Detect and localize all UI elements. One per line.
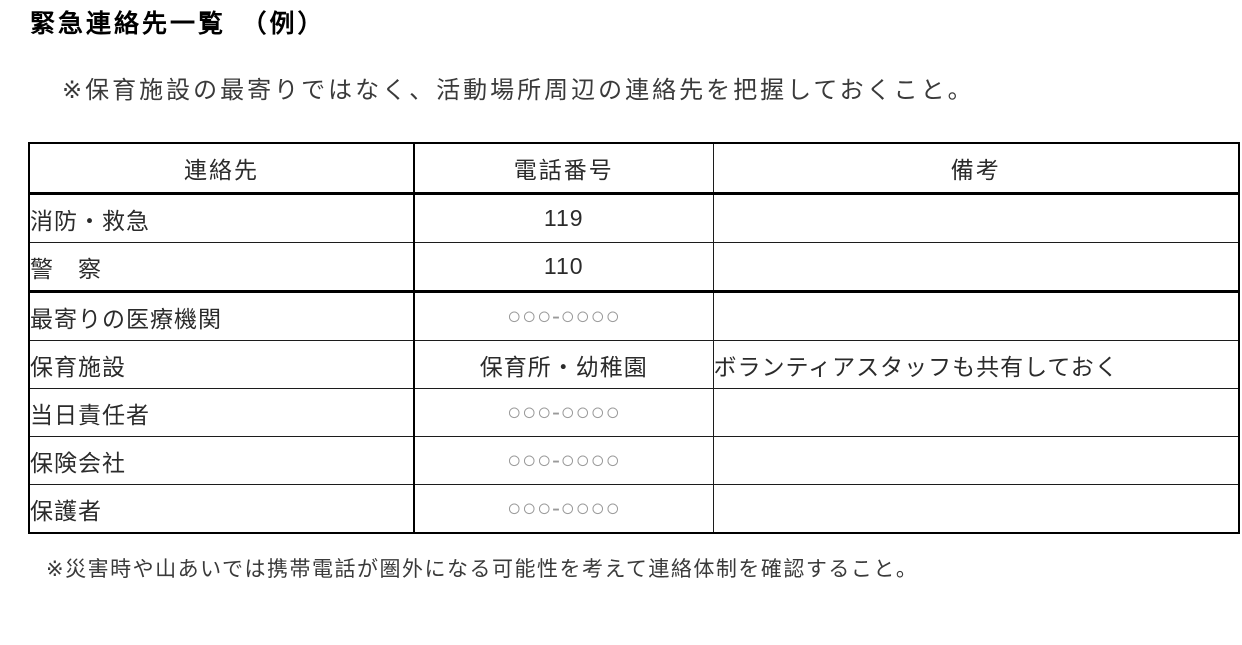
remarks-cell: ボランティアスタッフも共有しておく xyxy=(712,340,1240,389)
phone-cell: 119 xyxy=(413,193,714,243)
column-header-phone: 電話番号 xyxy=(413,142,714,195)
phone-cell: ○○○-○○○○ xyxy=(413,436,714,485)
table-row: 消防・救急 119 xyxy=(28,193,1240,243)
contact-cell: 保護者 xyxy=(28,484,415,534)
page-title: 緊急連絡先一覧 （例） xyxy=(30,10,326,38)
emergency-contacts-table: 連絡先 電話番号 備考 消防・救急 119 警 察 110 最寄りの医療機関 ○… xyxy=(28,142,1240,534)
contact-cell: 警 察 xyxy=(28,242,415,293)
contact-cell: 保険会社 xyxy=(28,436,415,485)
table-row: 最寄りの医療機関 ○○○-○○○○ xyxy=(28,291,1240,341)
contact-cell: 消防・救急 xyxy=(28,193,415,243)
remarks-cell xyxy=(712,242,1240,293)
contact-cell: 当日責任者 xyxy=(28,388,415,437)
phone-cell: ○○○-○○○○ xyxy=(413,291,714,341)
contact-cell: 最寄りの医療機関 xyxy=(28,291,415,341)
table-row: 保護者 ○○○-○○○○ xyxy=(28,484,1240,534)
remarks-cell xyxy=(712,484,1240,534)
contact-cell: 保育施設 xyxy=(28,340,415,389)
remarks-cell xyxy=(712,388,1240,437)
phone-cell: 110 xyxy=(413,242,714,293)
remarks-cell xyxy=(712,436,1240,485)
table-row: 保育施設 保育所・幼稚園 ボランティアスタッフも共有しておく xyxy=(28,340,1240,389)
table-header-row: 連絡先 電話番号 備考 xyxy=(28,142,1240,195)
top-note: ※保育施設の最寄りではなく、活動場所周辺の連絡先を把握しておくこと。 xyxy=(62,77,975,104)
bottom-note: ※災害時や山あいでは携帯電話が圏外になる可能性を考えて連絡体制を確認すること。 xyxy=(46,558,919,581)
column-header-contact: 連絡先 xyxy=(28,142,415,195)
remarks-cell xyxy=(712,193,1240,243)
phone-cell: 保育所・幼稚園 xyxy=(413,340,714,389)
table-row: 保険会社 ○○○-○○○○ xyxy=(28,436,1240,485)
column-header-remarks: 備考 xyxy=(712,142,1240,195)
phone-cell: ○○○-○○○○ xyxy=(413,484,714,534)
remarks-cell xyxy=(712,291,1240,341)
table-row: 警 察 110 xyxy=(28,242,1240,293)
table-row: 当日責任者 ○○○-○○○○ xyxy=(28,388,1240,437)
phone-cell: ○○○-○○○○ xyxy=(413,388,714,437)
